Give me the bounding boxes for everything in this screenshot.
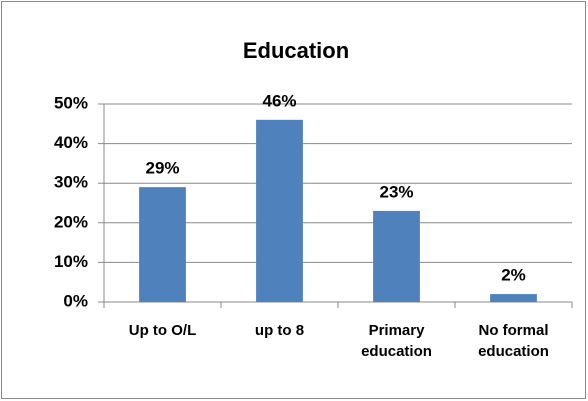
data-label: 29% (145, 159, 179, 178)
x-tick-label: Up to O/L (128, 322, 197, 339)
data-label: 46% (262, 91, 296, 110)
y-tick-label: 50% (54, 93, 88, 112)
x-tick-label: No formal education (478, 322, 549, 360)
bar (256, 119, 303, 302)
x-tick-label: up to 8 (254, 322, 305, 339)
x-tick-label: Primary education (361, 322, 432, 360)
y-tick-label: 20% (54, 212, 88, 231)
bar (139, 187, 186, 302)
y-tick-label: 10% (54, 252, 88, 271)
bar (490, 294, 537, 302)
data-label: 2% (501, 266, 526, 285)
y-tick-label: 30% (54, 173, 88, 192)
y-tick-label: 40% (54, 133, 88, 152)
y-tick-label: 0% (63, 291, 88, 310)
data-label: 23% (379, 182, 413, 201)
chart-title: Education (243, 38, 349, 63)
bar (373, 210, 420, 302)
